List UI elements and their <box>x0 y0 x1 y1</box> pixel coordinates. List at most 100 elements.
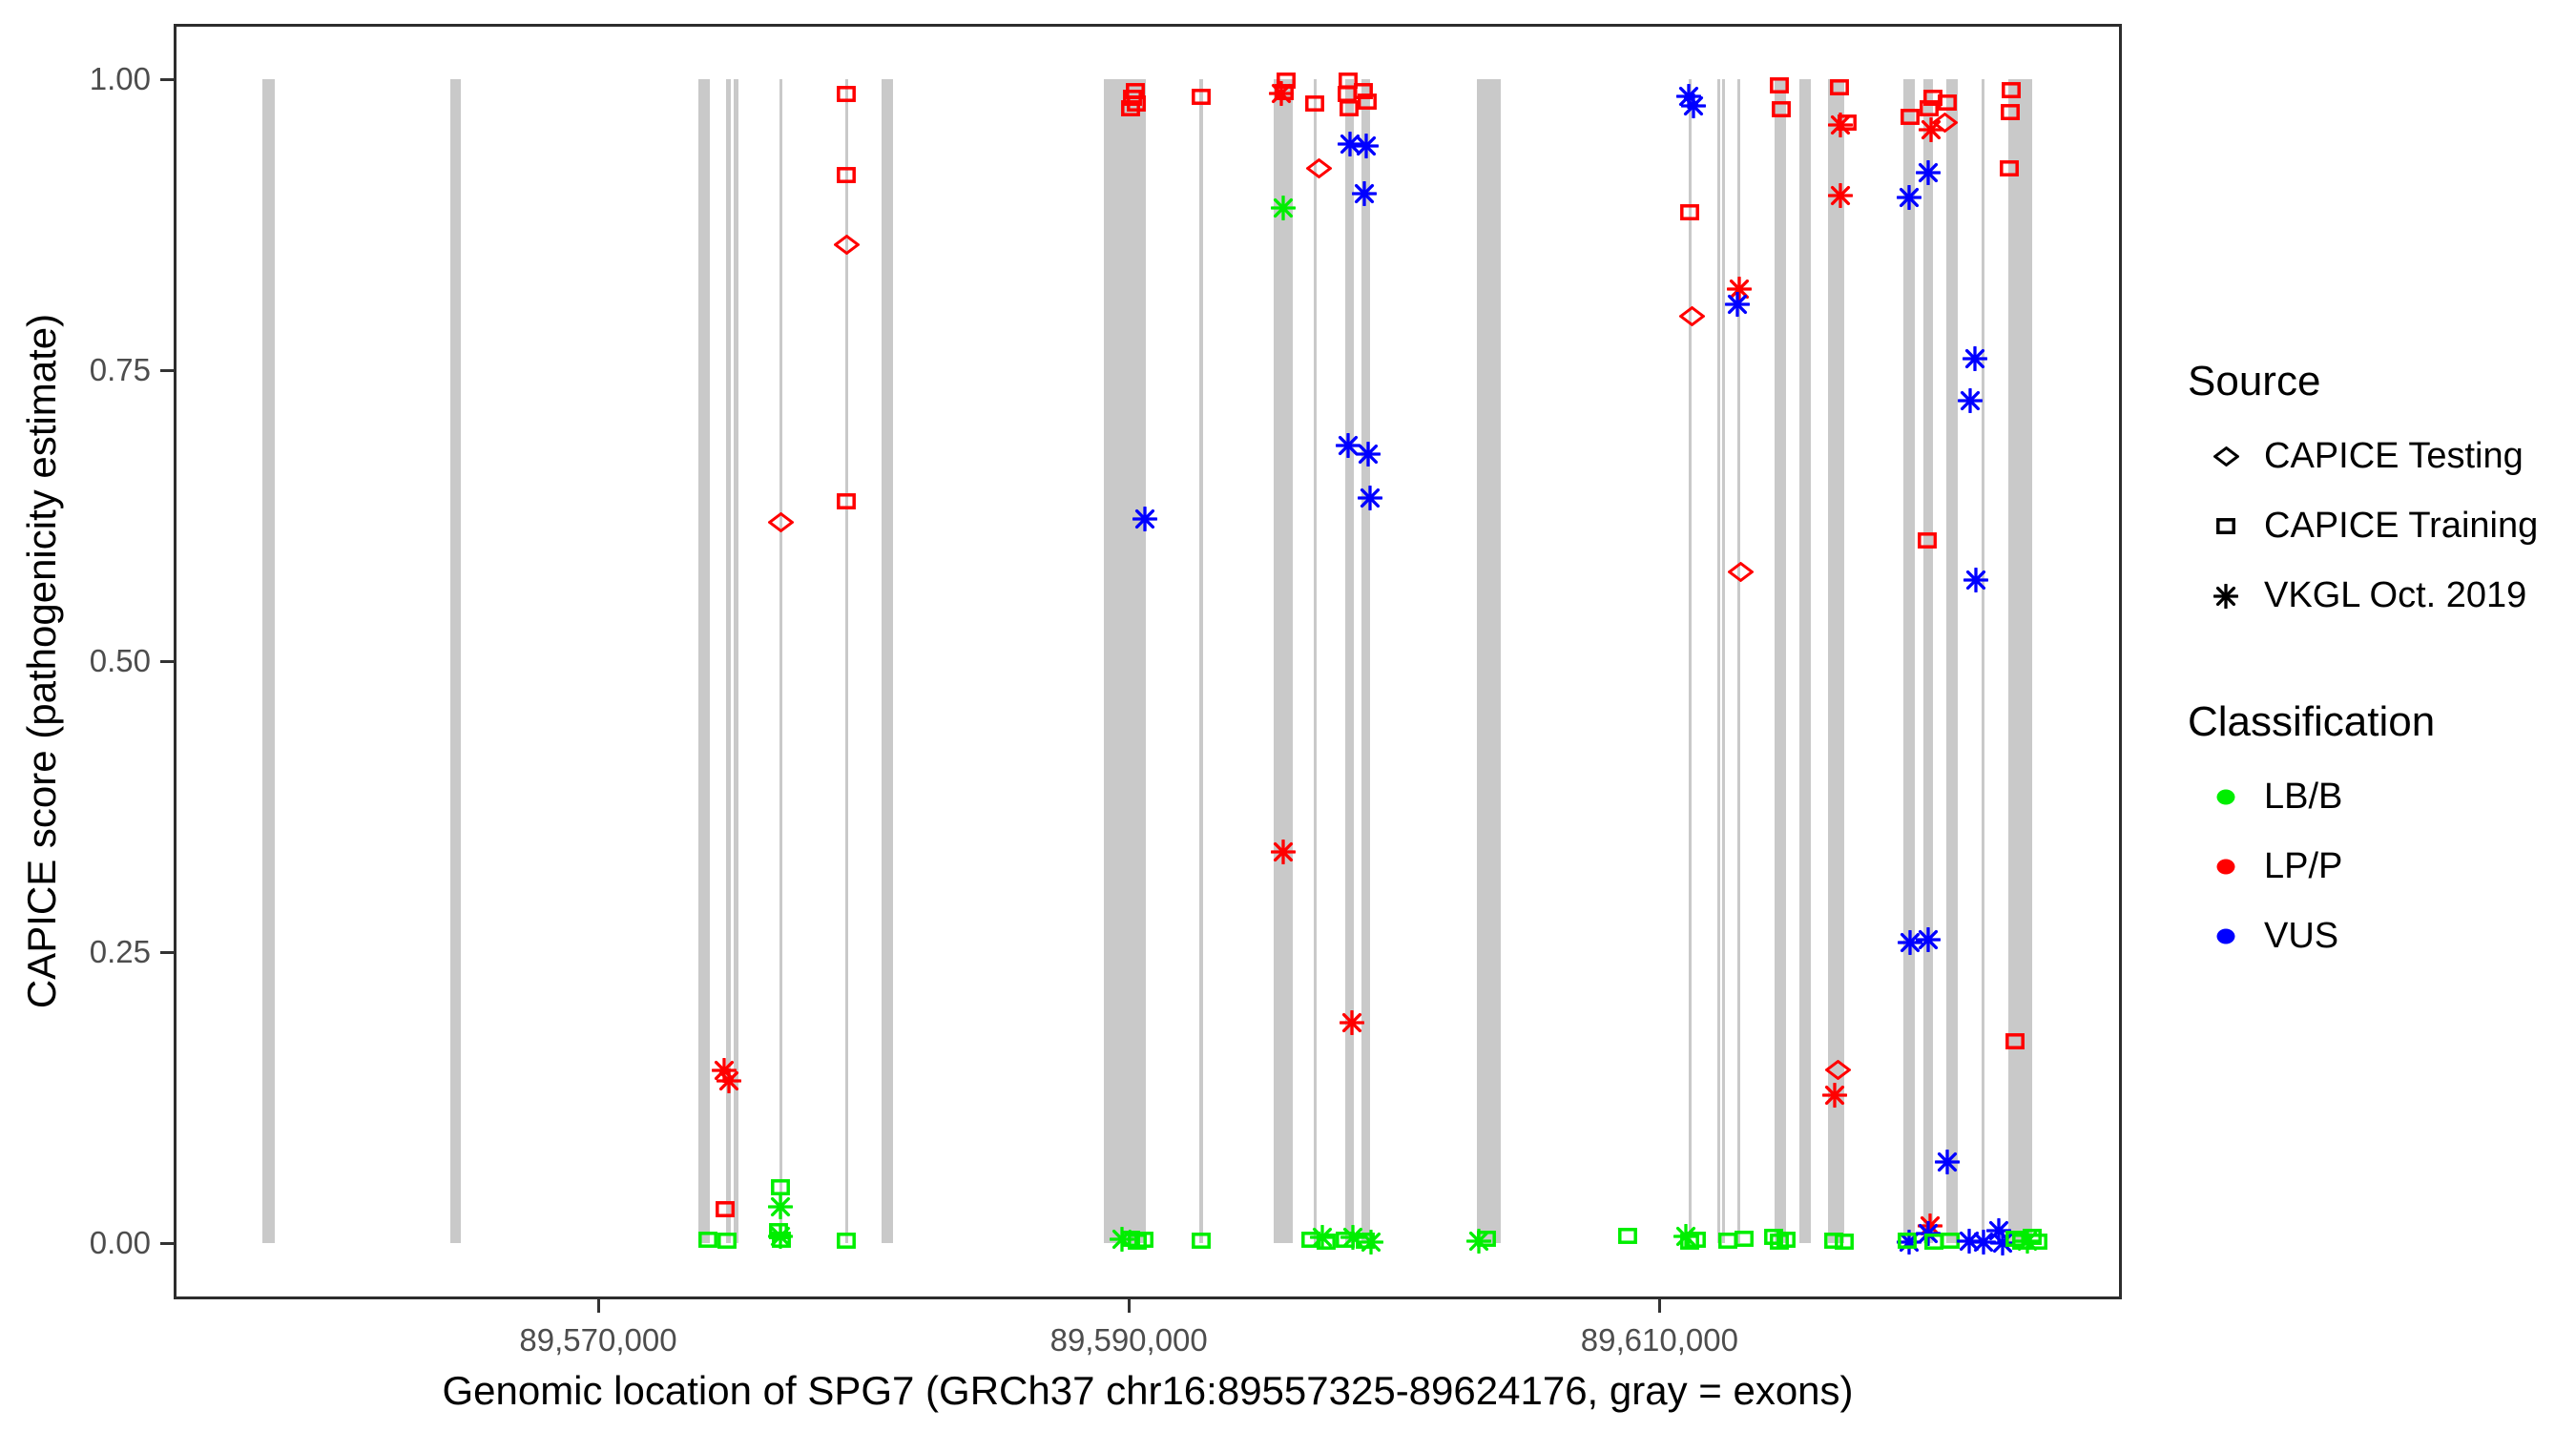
data-point <box>837 86 856 103</box>
exon-bar <box>2007 79 2032 1243</box>
data-point <box>1917 115 1944 143</box>
data-point <box>1305 95 1325 113</box>
data-point <box>766 1193 794 1220</box>
x-tick-mark <box>596 1299 600 1313</box>
y-tick-label: 0.00 <box>89 1225 151 1260</box>
data-point <box>2001 81 2021 98</box>
x-tick-label: 89,570,000 <box>519 1322 677 1358</box>
legend-item: CAPICE Training <box>2188 491 2569 561</box>
legend-glyph-icon <box>2188 446 2264 467</box>
data-point <box>837 1233 856 1250</box>
legend-classification-items: LB/B LP/P VUS <box>2188 762 2569 971</box>
data-point <box>1687 1231 1707 1248</box>
y-tick-label: 0.75 <box>89 352 151 387</box>
exon-bar <box>1737 79 1741 1243</box>
data-point <box>1337 131 1363 157</box>
data-point <box>1477 1230 1497 1247</box>
legend-source-title: Source <box>2188 358 2321 404</box>
data-point <box>1915 925 1942 953</box>
data-point <box>1268 79 1295 107</box>
legend-glyph-icon <box>2188 928 2264 944</box>
data-point <box>1826 182 1854 209</box>
legend-item-label: VUS <box>2264 916 2339 956</box>
data-point <box>1677 306 1706 327</box>
data-point <box>1933 1148 1961 1175</box>
exon-bar <box>1946 79 1959 1243</box>
data-point <box>1834 1234 1854 1251</box>
legend-item-label: LP/P <box>2264 846 2343 886</box>
data-point <box>1824 1059 1852 1080</box>
x-tick-mark <box>1127 1299 1131 1313</box>
data-point <box>1726 561 1755 582</box>
data-point <box>1919 100 1939 116</box>
data-point <box>1830 79 1849 95</box>
data-point <box>2005 1033 2025 1050</box>
exon-bar <box>779 79 782 1243</box>
data-point <box>1304 158 1333 179</box>
legend-item: VUS <box>2188 902 2569 971</box>
x-tick-label: 89,590,000 <box>1049 1322 1208 1358</box>
exon-bar <box>1922 79 1933 1243</box>
data-point <box>1134 1231 1154 1248</box>
data-point <box>1897 929 1923 956</box>
legend-item: LP/P <box>2188 832 2569 902</box>
data-point <box>1340 100 1360 116</box>
legend-item: LB/B <box>2188 762 2569 832</box>
data-point <box>716 1201 736 1218</box>
data-point <box>2023 1229 2043 1246</box>
data-point <box>1351 179 1379 207</box>
data-point <box>1734 1230 1754 1247</box>
data-point <box>1897 1233 1917 1250</box>
data-point <box>1915 1220 1942 1247</box>
data-point <box>766 512 795 533</box>
data-point <box>1823 1233 1843 1250</box>
exon-bar <box>1274 79 1294 1243</box>
legend-source-items: CAPICE Testing CAPICE Training VKGL Oct. 2… <box>2188 422 2569 631</box>
data-point <box>1930 112 1959 133</box>
legend-item-label: CAPICE Testing <box>2264 436 2524 476</box>
data-point <box>1192 88 1212 105</box>
exon-bar <box>450 79 462 1243</box>
data-point <box>2027 1234 2047 1251</box>
data-point <box>1896 184 1922 212</box>
data-point <box>1914 158 1942 186</box>
exon-bar <box>1199 79 1204 1243</box>
x-tick-mark <box>1657 1299 1661 1313</box>
exon-bar <box>1775 79 1787 1243</box>
y-tick-mark <box>160 77 174 81</box>
data-point <box>1956 387 1984 414</box>
data-point <box>1827 111 1854 138</box>
exon-bar <box>1344 79 1354 1243</box>
exon-bar <box>1716 79 1720 1243</box>
data-point <box>1121 100 1141 116</box>
data-point <box>1970 1229 1997 1255</box>
data-point <box>1821 1082 1848 1109</box>
x-tick-label: 89,610,000 <box>1580 1322 1738 1358</box>
data-point <box>1339 1009 1365 1037</box>
legend-item-label: VKGL Oct. 2019 <box>2264 575 2527 615</box>
data-point <box>2000 103 2020 120</box>
y-axis-title: CAPICE score (pathogenicity estimate) <box>19 313 64 1009</box>
data-point <box>1357 485 1383 511</box>
data-point <box>1127 95 1147 113</box>
data-point <box>1192 1233 1212 1250</box>
legend-glyph-icon <box>2188 859 2264 875</box>
legend-item: CAPICE Testing <box>2188 422 2569 491</box>
x-axis-title: Genomic location of SPG7 (GRCh37 chr16:8… <box>442 1368 1854 1413</box>
exon-bar <box>1688 79 1692 1243</box>
data-point <box>1617 1228 1637 1245</box>
exon-bar <box>725 79 731 1243</box>
y-tick-label: 1.00 <box>89 61 151 96</box>
exon-bar <box>262 79 276 1243</box>
data-point <box>1918 531 1938 549</box>
data-point <box>770 1178 790 1195</box>
legend-item-label: CAPICE Training <box>2264 506 2539 546</box>
exon-bar <box>1361 79 1370 1243</box>
data-point <box>832 234 861 255</box>
exon-bar <box>1313 79 1317 1243</box>
exon-bar <box>1721 79 1725 1243</box>
data-point <box>1769 76 1789 93</box>
legend-glyph-icon <box>2188 518 2264 534</box>
data-point <box>1764 1229 1783 1246</box>
